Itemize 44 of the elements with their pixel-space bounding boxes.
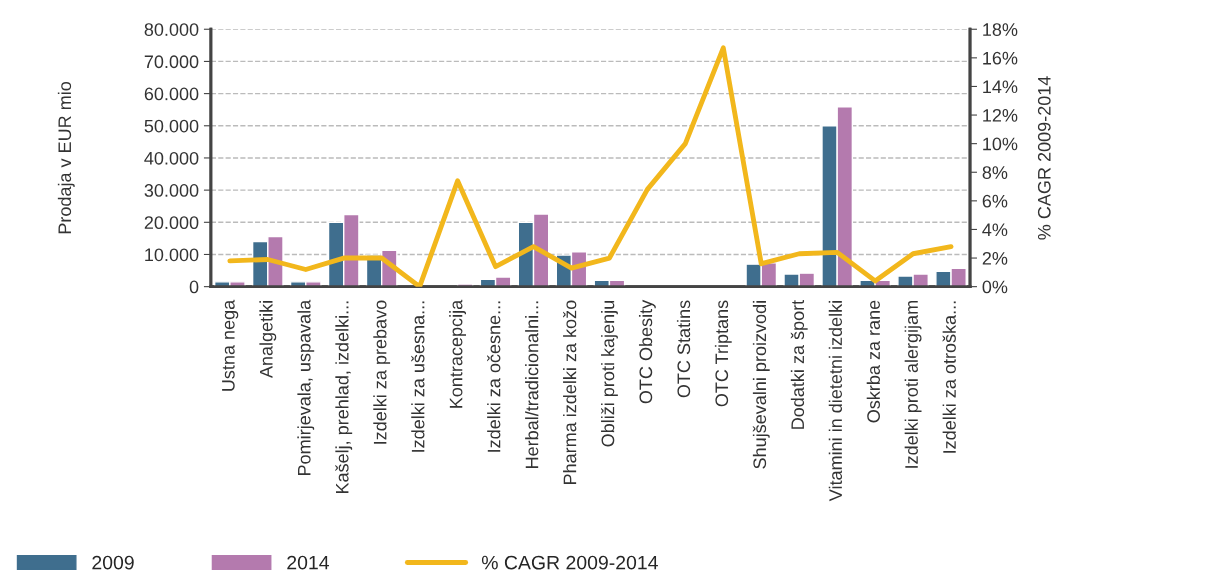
y2-tick-label: 10% — [983, 137, 1018, 151]
y2-tick-label: 12% — [983, 108, 1018, 122]
y2-tick-label: 0% — [982, 280, 1008, 294]
y2-tick-label: 8% — [982, 166, 1008, 179]
x-tick-label: Oskrba za rane — [866, 300, 880, 423]
x-tick-label: OTC Triptans — [714, 300, 732, 407]
y-tick-label: 40.000 — [144, 151, 199, 165]
y-tick-label: 70.000 — [144, 55, 199, 69]
y2-tick-label: 4% — [982, 223, 1008, 237]
x-tick-label: Izdelki za prebavo — [373, 300, 391, 444]
y-axis-title: Prodaja v EUR mio — [57, 81, 75, 234]
y-tick-label: 10.000 — [145, 248, 199, 262]
legend-label: 2009 — [92, 555, 134, 570]
y2-tick-label: 14% — [983, 80, 1018, 94]
y-tick-label: 80.000 — [144, 23, 199, 36]
x-tick-label: Obliži proti kajenju — [600, 301, 618, 447]
y2-axis-title: % CAGR 2009-2014 — [1037, 76, 1051, 240]
x-tick-label: Shujševalni proizvodi — [752, 301, 770, 469]
y2-tick-label: 18% — [983, 23, 1018, 36]
x-tick-label: Analgetiki — [259, 301, 277, 379]
x-tick-label: Pharma izdelki za kožo — [563, 300, 577, 485]
x-tick-label: Izdelki za ušesna... — [411, 301, 425, 452]
legend-label: 2014 — [287, 555, 329, 570]
x-tick-label: OTC Statins — [676, 300, 691, 398]
x-tick-label: Izdelki za očesne... — [487, 301, 501, 452]
y-tick-label: 50.000 — [144, 119, 199, 133]
y2-tick-label: 2% — [982, 251, 1008, 265]
x-tick-label: Izdelki za otroška... — [942, 301, 956, 453]
y2-tick-label: 16% — [983, 51, 1018, 65]
legend-label: % CAGR 2009-2014 — [481, 555, 658, 570]
y-tick-label: 30.000 — [144, 184, 199, 197]
x-tick-label: Kašelj, prehlad, izdelki... — [335, 301, 353, 494]
x-tick-label: OTC Obesity — [638, 299, 656, 404]
y2-tick-label: 6% — [982, 194, 1008, 208]
y-tick-label: 20.000 — [144, 216, 199, 230]
x-tick-label: Pomirjevala, uspavala — [297, 299, 315, 475]
y-tick-label: 0 — [189, 280, 199, 294]
y-tick-label: 60.000 — [144, 87, 199, 101]
x-tick-label: Izdelki proti alergijam — [904, 301, 922, 468]
x-tick-label: Dodatki za šport — [790, 299, 808, 429]
x-tick-label: Kontracepcija — [449, 299, 467, 408]
x-tick-label: Herbal/tradicionalni... — [525, 301, 539, 468]
x-tick-label: Ustna nega — [222, 299, 239, 391]
x-tick-label: Vitamini in dietetni izdelki — [828, 301, 843, 502]
